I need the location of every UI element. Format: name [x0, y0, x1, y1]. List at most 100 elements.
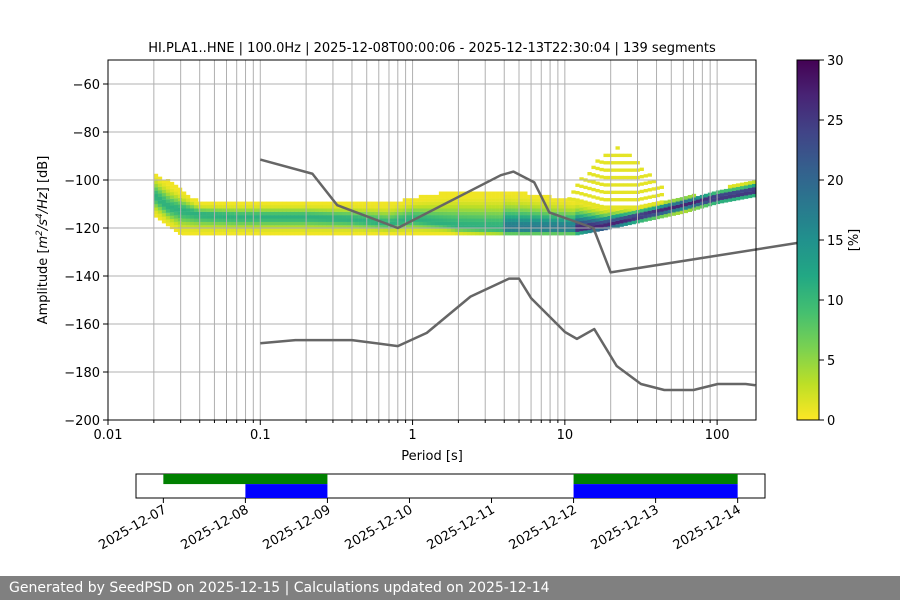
heatmap-cell	[639, 167, 644, 171]
heatmap-cell	[458, 201, 464, 206]
heatmap-cell	[495, 211, 500, 216]
heatmap-cell	[358, 208, 363, 212]
heatmap-cell	[551, 228, 556, 233]
heatmap-cell	[394, 215, 400, 219]
heatmap-cell	[350, 225, 355, 229]
heatmap-cell	[302, 201, 307, 206]
heatmap-cell	[366, 225, 371, 229]
heatmap-cell	[314, 215, 319, 219]
heatmap-cell	[422, 208, 428, 212]
heatmap-cell	[623, 183, 628, 187]
heatmap-cell	[559, 204, 564, 209]
heatmap-cell	[695, 196, 701, 200]
heatmap-cell	[153, 200, 159, 205]
heatmap-cell	[683, 202, 689, 207]
heatmap-cell	[474, 211, 480, 216]
heatmap-cell	[495, 201, 500, 206]
heatmap-cell	[342, 218, 347, 222]
heatmap-cell	[230, 221, 235, 226]
heatmap-cell	[466, 208, 472, 212]
heatmap-cell	[499, 225, 504, 229]
heatmap-cell	[454, 221, 460, 226]
heatmap-cell	[414, 208, 420, 212]
heatmap-cell	[442, 221, 448, 226]
heatmap-cell	[727, 191, 733, 196]
heatmap-cell	[438, 218, 444, 222]
heatmap-cell	[173, 184, 179, 189]
heatmap-cell	[591, 195, 596, 199]
heatmap-cell	[559, 228, 564, 233]
heatmap-cell	[346, 201, 351, 206]
heatmap-cell	[531, 198, 536, 202]
heatmap-cell	[422, 221, 428, 226]
heatmap-cell	[173, 191, 179, 196]
heatmap-cell	[214, 228, 219, 233]
heatmap-cell	[302, 211, 307, 216]
heatmap-cell	[627, 168, 632, 172]
heatmap-cell	[595, 208, 600, 212]
heatmap-cell	[599, 217, 604, 221]
heatmap-cell	[169, 188, 175, 193]
heatmap-cell	[266, 215, 271, 219]
heatmap-cell	[527, 221, 532, 226]
heatmap-cell	[543, 211, 548, 216]
heatmap-cell	[743, 191, 749, 196]
heatmap-cell	[591, 180, 596, 184]
heatmap-cell	[242, 221, 247, 226]
heatmap-cell	[743, 181, 749, 186]
heatmap-cell	[591, 218, 596, 223]
heatmap-cell	[575, 211, 580, 216]
heatmap-cell	[663, 207, 668, 211]
heatmap-cell	[242, 215, 247, 219]
heatmap-cell	[181, 218, 187, 222]
heatmap-cell	[479, 204, 484, 209]
heatmap-cell	[470, 215, 476, 219]
heatmap-cell	[607, 168, 612, 172]
heatmap-cell	[350, 221, 355, 226]
heatmap-cell	[675, 201, 681, 205]
heatmap-cell	[318, 231, 323, 236]
heatmap-cell	[627, 175, 632, 180]
heatmap-cell	[426, 204, 432, 209]
heatmap-cell	[382, 225, 387, 229]
heatmap-cell	[507, 231, 512, 236]
heatmap-cell	[479, 208, 484, 212]
heatmap-cell	[414, 228, 420, 233]
heatmap-cell	[254, 201, 259, 206]
heatmap-cell	[474, 225, 480, 229]
heatmap-cell	[218, 215, 223, 219]
heatmap-cell	[507, 218, 512, 222]
heatmap-cell	[563, 221, 568, 226]
heatmap-cell	[418, 211, 424, 216]
heatmap-cell	[503, 225, 508, 229]
heatmap-cell	[157, 176, 163, 181]
heatmap-cell	[250, 204, 255, 209]
heatmap-cell	[531, 225, 536, 229]
heatmap-cell	[599, 220, 604, 225]
heatmap-cell	[278, 201, 283, 206]
heatmap-cell	[165, 192, 171, 197]
heatmap-cell	[250, 215, 255, 219]
heatmap-cell	[262, 231, 267, 236]
heatmap-cell	[370, 221, 375, 226]
heatmap-cell	[462, 218, 468, 222]
heatmap-cell	[165, 189, 171, 193]
heatmap-cell	[474, 191, 480, 196]
heatmap-cell	[515, 201, 520, 206]
heatmap-cell	[438, 215, 444, 219]
heatmap-cell	[338, 225, 343, 229]
heatmap-cell	[551, 198, 556, 202]
heatmap-cell	[567, 208, 572, 212]
heatmap-cell	[414, 221, 420, 226]
heatmap-cell	[579, 184, 584, 189]
heatmap-cell	[551, 215, 556, 219]
heatmap-cell	[619, 198, 624, 202]
heatmap-cell	[567, 221, 572, 226]
heatmap-cell	[274, 215, 279, 219]
heatmap-cell	[402, 231, 408, 236]
heatmap-cell	[474, 194, 480, 199]
heatmap-cell	[282, 211, 287, 216]
heatmap-cell	[206, 201, 211, 206]
heatmap-cell	[655, 208, 660, 213]
heatmap-cell	[503, 191, 508, 196]
